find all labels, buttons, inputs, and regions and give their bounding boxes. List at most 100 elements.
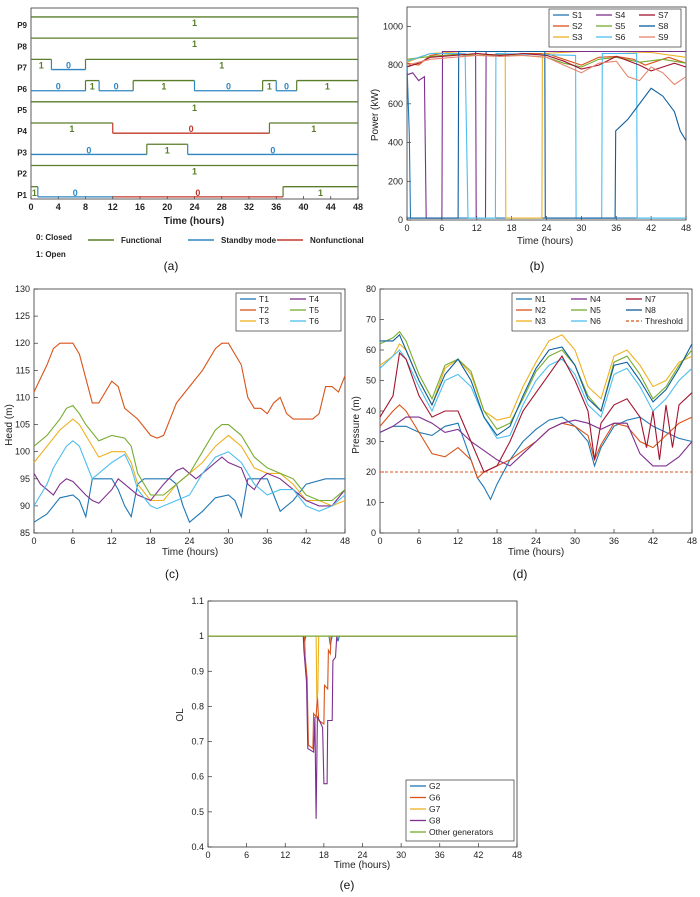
pump-label: P6 (17, 85, 27, 94)
pump-label: P7 (17, 64, 27, 73)
legend-label: N1 (535, 294, 546, 304)
y-tick-label: 100 (15, 447, 30, 457)
series-line-t4 (33, 456, 346, 507)
legend-item: T6 (290, 316, 319, 326)
legend-open-state: 1: Open (36, 250, 66, 259)
plot-area (30, 7, 359, 200)
legend-item: T2 (240, 305, 269, 315)
x-tick-label: 0 (205, 850, 210, 860)
y-tick-label: 80 (366, 284, 376, 294)
x-tick-label: 0 (31, 536, 36, 546)
y-tick-label: 120 (15, 338, 30, 348)
x-axis-label: Time (hours) (517, 236, 573, 247)
y-tick-label: 95 (20, 474, 30, 484)
x-axis-label: Time (hours) (334, 860, 390, 871)
x-tick-label: 0 (377, 536, 382, 546)
legend-item: T4 (290, 294, 319, 304)
legend-label: G7 (429, 804, 441, 814)
y-axis-label: Head (m) (4, 404, 15, 446)
legend-item: T1 (240, 294, 269, 304)
legend-item: N7 (626, 294, 656, 304)
legend-label: N2 (535, 305, 546, 315)
y-tick-label: 40 (366, 406, 376, 416)
state-label: 1 (32, 188, 37, 198)
legend-item: T3 (240, 316, 269, 326)
legend-label: N5 (590, 305, 601, 315)
x-tick-label: 42 (301, 536, 311, 546)
y-tick-label: 0 (398, 215, 403, 225)
series-line-t5 (33, 404, 346, 502)
pump-label: P3 (17, 148, 27, 157)
x-tick-label: 12 (472, 223, 482, 233)
legend-item: S3 (553, 32, 583, 42)
legend: N1 N4 N7 N2 N5 N8 N3 N6 Threshold (511, 292, 689, 332)
x-tick-label: 18 (319, 850, 329, 860)
y-tick-label: 30 (366, 437, 376, 447)
state-label: 0 (56, 82, 61, 92)
y-tick-label: 0.9 (191, 666, 204, 676)
legend-label: S2 (572, 21, 583, 31)
legend-label: N6 (590, 316, 601, 326)
legend-label: Nonfunctional (310, 236, 364, 245)
y-tick-label: 85 (20, 528, 30, 538)
legend-item: N8 (626, 305, 656, 315)
state-label: 0 (66, 60, 71, 70)
x-tick-label: 12 (107, 536, 117, 546)
y-tick-label: 1 (199, 631, 204, 641)
series-line-n8 (380, 333, 693, 437)
pump-label: P9 (17, 21, 27, 30)
x-tick-label: 24 (531, 536, 541, 546)
state-label: 0 (284, 82, 289, 92)
x-tick-label: 36 (435, 850, 445, 860)
series-line-t2 (33, 342, 346, 439)
panel-label: (d) (513, 567, 528, 581)
legend-label: G8 (429, 816, 441, 826)
legend-label: N7 (645, 294, 656, 304)
x-tick-label: 4 (56, 202, 61, 212)
pump-label: P2 (17, 170, 27, 179)
legend-item: N3 (516, 316, 546, 326)
x-tick-label: 42 (473, 850, 483, 860)
legend-item: S4 (596, 10, 626, 20)
state-label: 1 (90, 82, 95, 92)
legend-label: S9 (658, 32, 669, 42)
pump-label: P4 (17, 127, 27, 136)
series-line-s8 (407, 50, 687, 219)
legend-item: Functional (88, 236, 161, 245)
legend-item: T5 (290, 305, 319, 315)
series-line-g8 (208, 635, 517, 819)
legend-item: S6 (596, 32, 626, 42)
y-tick-label: 0 (371, 528, 376, 538)
x-tick-label: 32 (244, 202, 254, 212)
x-tick-label: 30 (396, 850, 406, 860)
legend-item: N2 (516, 305, 546, 315)
series-line-s9 (406, 54, 687, 86)
y-tick-label: 20 (366, 467, 376, 477)
y-tick-label: 0.4 (191, 842, 204, 852)
x-tick-label: 36 (609, 536, 619, 546)
y-tick-label: 125 (15, 311, 30, 321)
panel-label: (c) (165, 567, 179, 581)
state-label: 0 (195, 188, 200, 198)
legend-label: N3 (535, 316, 546, 326)
x-tick-label: 48 (687, 536, 697, 546)
legend: T1 T4 T2 T5 T3 T6 (235, 292, 342, 332)
state-label: 1 (318, 188, 323, 198)
x-tick-label: 12 (108, 202, 118, 212)
state-label: 1 (267, 82, 272, 92)
x-tick-label: 28 (217, 202, 227, 212)
state-label: 1 (39, 60, 44, 70)
legend-label: T1 (259, 294, 269, 304)
legend-label: S7 (658, 10, 669, 20)
legend-item: N4 (571, 294, 601, 304)
panel-c-head: 0 6 12 18 24 30 36 42 48 85 90 95 100 105 110 115 120 125… (4, 284, 350, 581)
y-axis-label: OL (175, 708, 186, 722)
x-tick-label: 6 (244, 850, 249, 860)
y-tick-label: 10 (366, 498, 376, 508)
y-tick-label: 115 (16, 365, 30, 375)
y-axis-label: Power (kW) (370, 89, 381, 141)
legend-item: S7 (639, 10, 669, 20)
